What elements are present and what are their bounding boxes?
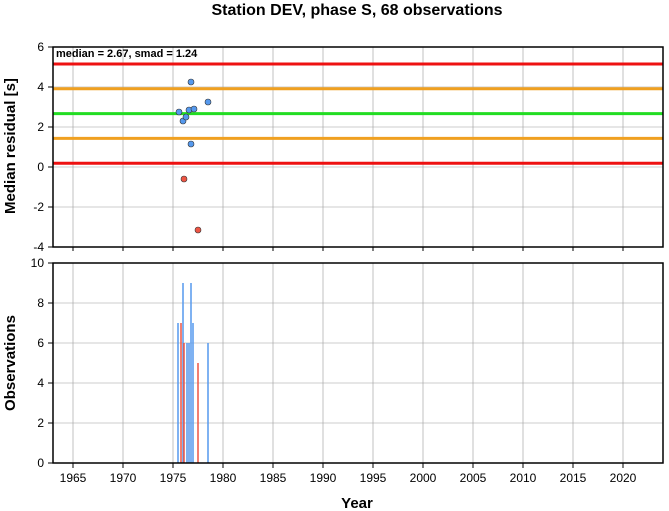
y-tick-label: 0: [37, 160, 44, 174]
residual-point: [187, 140, 195, 148]
observations-panel: 0 2 4 6 8 10 1965 1970 1975 1980 1985 1990 1995 2000…: [2, 256, 664, 511]
y-tick-label: 10: [31, 256, 45, 270]
observation-bar: [192, 323, 194, 463]
residual-panel: -4 -2 0 2 4 6 median = 2.67, smad = 1.24 Medi…: [2, 40, 664, 254]
residual-point: [194, 226, 202, 234]
x-tick-label: 1970: [110, 471, 137, 485]
x-tick-label: 1965: [60, 471, 87, 485]
observation-bar: [186, 343, 188, 463]
y-tick-label: 6: [37, 336, 44, 350]
chart-title: Station DEV, phase S, 68 observations: [211, 2, 502, 19]
y-tick-label: -4: [33, 240, 44, 254]
residual-y-ticks: -4 -2 0 2 4 6: [33, 40, 53, 254]
x-tick-label: 2010: [510, 471, 537, 485]
stats-annotation: median = 2.67, smad = 1.24: [56, 48, 198, 60]
observations-x-ticks: 1965 1970 1975 1980 1985 1990 1995 2000 2005 2010…: [60, 463, 637, 485]
y-tick-label: 4: [37, 80, 44, 94]
residual-point: [182, 113, 190, 121]
observation-bar: [188, 343, 190, 463]
observations-frame: [52, 262, 664, 464]
observation-bar: [180, 323, 182, 463]
x-tick-label: 2000: [410, 471, 437, 485]
x-tick-label: 2020: [610, 471, 637, 485]
reference-lines: [53, 62, 663, 165]
x-tick-label: 1985: [260, 471, 287, 485]
y-tick-label: 8: [37, 296, 44, 310]
y-tick-label: -2: [33, 200, 44, 214]
residual-y-label: Median residual [s]: [2, 78, 19, 214]
residual-frame: [52, 46, 664, 248]
residual-point: [204, 98, 212, 106]
y-tick-label: 2: [37, 120, 44, 134]
observations-y-label: Observations: [2, 315, 19, 411]
residual-point: [190, 105, 198, 113]
x-tick-label: 2015: [560, 471, 587, 485]
x-axis-label: Year: [341, 495, 373, 511]
residual-grid: [53, 46, 663, 248]
x-tick-label: 1975: [160, 471, 187, 485]
y-tick-label: 6: [37, 40, 44, 54]
observation-bar: [177, 323, 179, 463]
residual-points: [175, 78, 212, 234]
observation-bar: [183, 343, 185, 463]
residual-x-ticks: [72, 247, 624, 251]
observation-bar: [197, 363, 199, 463]
x-tick-label: 2005: [460, 471, 487, 485]
observations-grid: [53, 262, 663, 464]
observations-y-ticks: 0 2 4 6 8 10: [31, 256, 53, 470]
observation-bar: [190, 283, 192, 463]
x-tick-label: 1995: [360, 471, 387, 485]
y-tick-label: 2: [37, 416, 44, 430]
observation-bars: [177, 283, 209, 463]
observation-bar: [182, 283, 184, 463]
y-tick-label: 4: [37, 376, 44, 390]
x-tick-label: 1980: [210, 471, 237, 485]
residual-point: [175, 108, 183, 116]
y-tick-label: 0: [37, 456, 44, 470]
x-tick-label: 1990: [310, 471, 337, 485]
residual-point: [187, 78, 195, 86]
observation-bar: [207, 343, 209, 463]
residual-point: [180, 175, 188, 183]
